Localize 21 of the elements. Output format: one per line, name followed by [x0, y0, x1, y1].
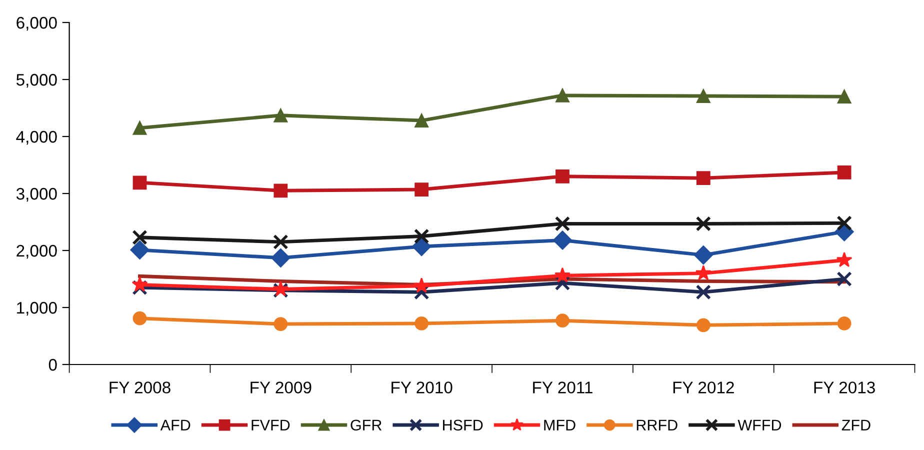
x-tick-label: FY 2008: [110, 382, 170, 394]
legend-label: HSFD: [443, 420, 483, 431]
legend-label: GFR: [350, 420, 382, 431]
legend-label: FVFD: [252, 420, 290, 430]
y-tick-label: 2,000: [16, 244, 57, 259]
x-tick-label: FY 2010: [392, 382, 452, 394]
y-tick-label: 1,000: [17, 302, 57, 316]
y-tick-label: 4,000: [16, 130, 57, 145]
x-tick-label: FY 2013: [814, 382, 875, 394]
y-tick-label: 5,000: [16, 74, 57, 88]
legend-label: WFFD: [738, 420, 782, 430]
legend-label: AFD: [160, 420, 190, 430]
x-tick-label: FY 2009: [250, 382, 312, 394]
x-tick-label: FY 2012: [673, 382, 734, 394]
y-tick-label: 3,000: [16, 188, 57, 202]
legend-label: RRFD: [636, 420, 678, 430]
legend-label: ZFD: [842, 420, 870, 430]
y-tick-label: 6,000: [16, 16, 57, 31]
legend-label: MFD: [544, 420, 576, 430]
x-tick-label: FY 2011: [533, 382, 592, 394]
y-tick-label: 0: [48, 358, 57, 371]
